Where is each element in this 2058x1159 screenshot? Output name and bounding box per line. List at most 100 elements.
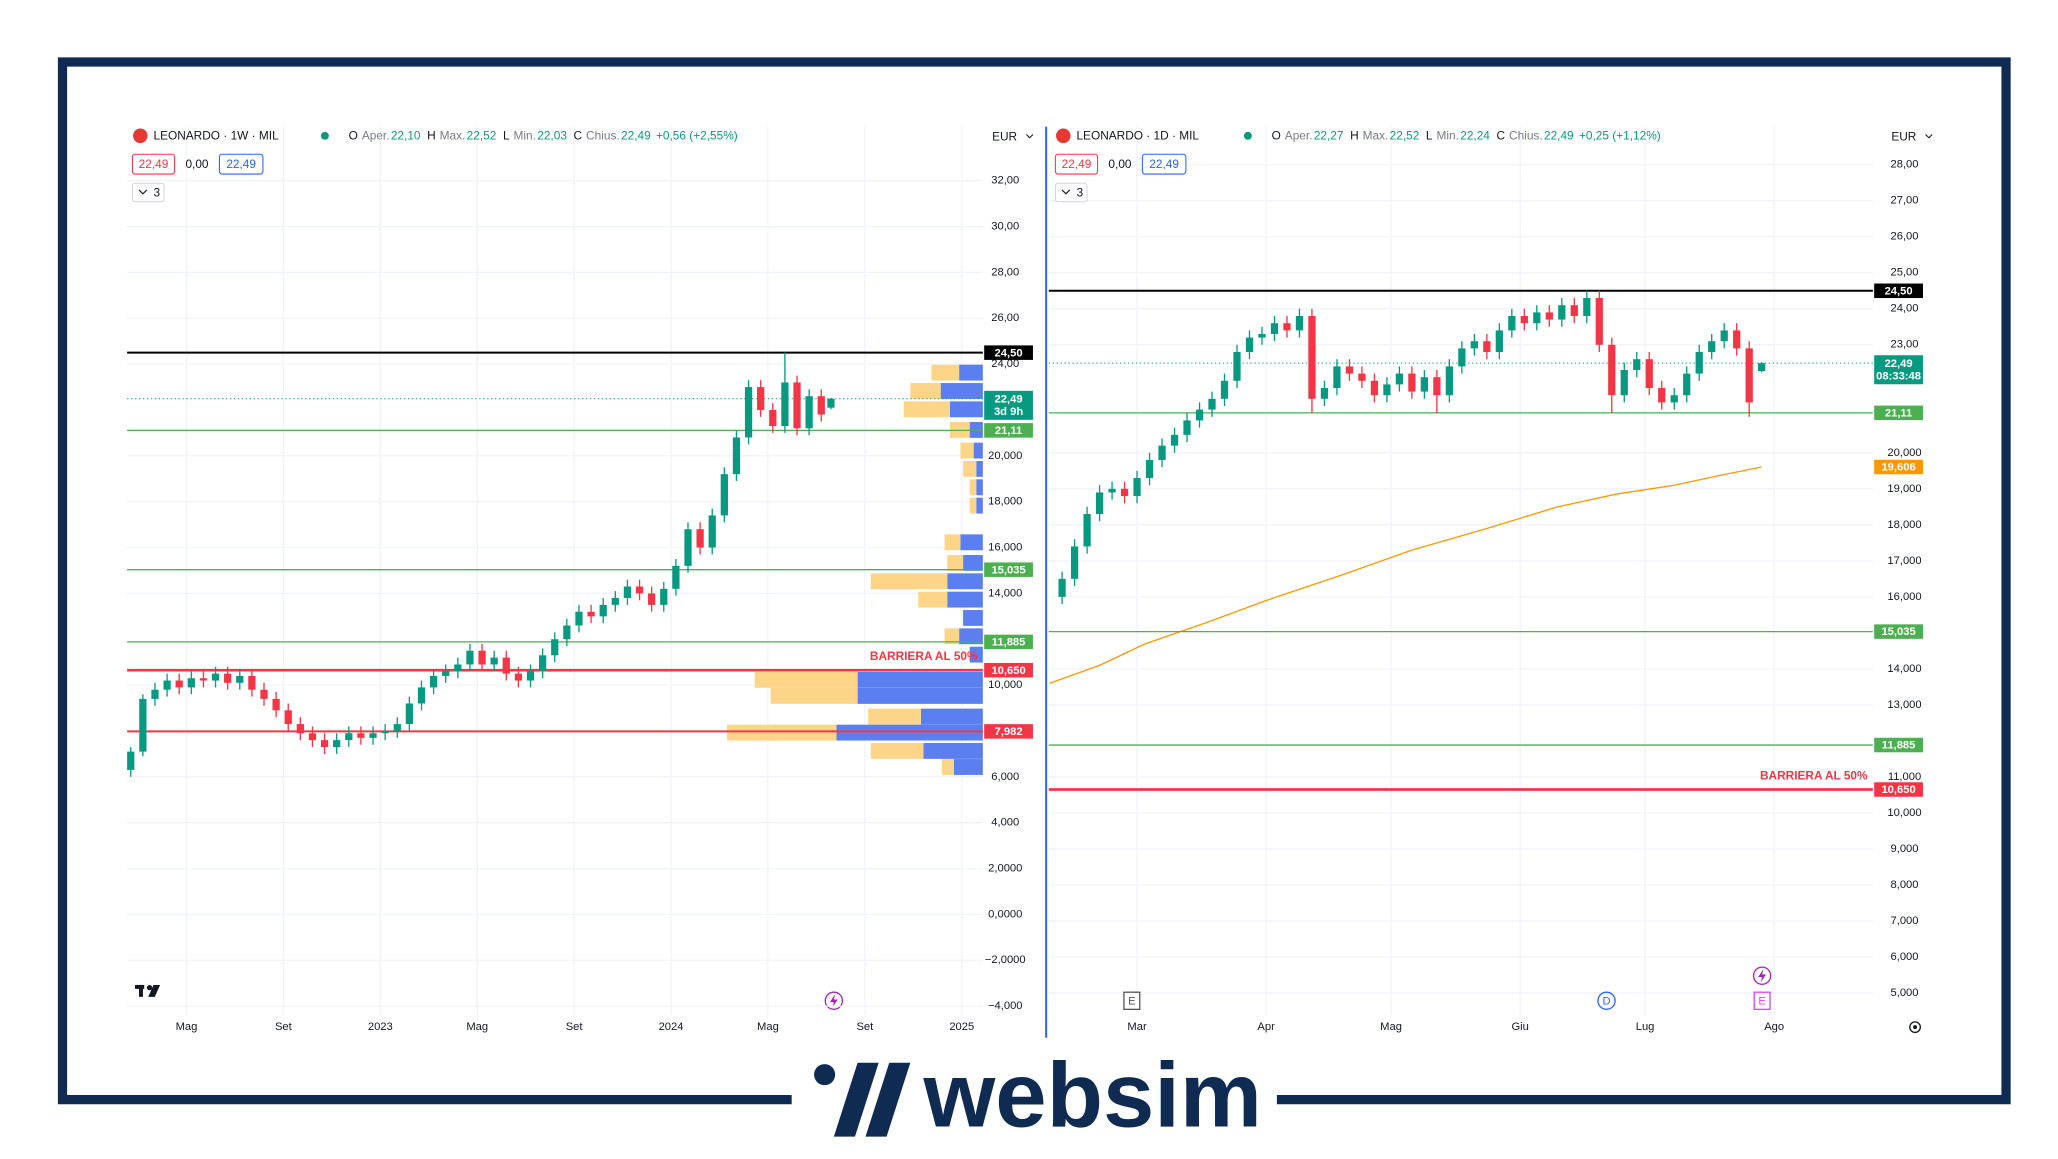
candle-body — [648, 593, 656, 605]
candle-body — [732, 437, 741, 475]
candle-body — [1133, 478, 1141, 497]
candle-body — [1495, 330, 1503, 352]
y-tick-label: 24,00 — [991, 358, 1019, 370]
volume-up — [947, 573, 983, 590]
candle-body — [211, 673, 220, 681]
volume-up — [963, 554, 983, 571]
volume-down — [960, 442, 974, 459]
settings-icon[interactable] — [1909, 1021, 1921, 1034]
level-tag-label: 10,650 — [991, 665, 1025, 677]
ohlc-name: Aper. — [1285, 129, 1313, 143]
y-tick-label: 25,00 — [1891, 267, 1919, 279]
candle-body — [1220, 380, 1229, 399]
y-tick-label: 11,000 — [1888, 771, 1921, 783]
candle-body — [1333, 366, 1341, 389]
candle-body — [805, 396, 813, 429]
indicators-count: 3 — [153, 185, 160, 199]
symbol: LEONARDO · 1W · MIL — [153, 129, 279, 143]
volume-up — [953, 759, 983, 775]
y-tick-label: 18,000 — [1887, 519, 1921, 531]
x-tick-label: Giu — [1511, 1021, 1528, 1033]
ohlc-key: L — [1426, 129, 1433, 143]
volume-up — [976, 497, 983, 514]
y-tick-label: 8,000 — [1891, 879, 1919, 891]
volume-up — [920, 708, 983, 725]
candle-body — [1245, 337, 1254, 352]
ohlc-value: 22,52 — [467, 129, 497, 143]
ohlc-key: O — [1272, 129, 1281, 143]
volume-down — [770, 687, 858, 704]
volume-up — [963, 610, 983, 626]
volume-down — [947, 554, 964, 571]
ohlc-value: 22,24 — [1460, 129, 1490, 143]
candle-body — [1445, 366, 1453, 396]
candle-body — [284, 710, 292, 725]
candle-body — [1695, 351, 1703, 374]
candle-body — [1433, 377, 1441, 396]
candle-body — [623, 586, 632, 598]
candle-body — [1270, 323, 1279, 334]
ask: 22,49 — [1149, 157, 1179, 171]
candle-body — [1583, 297, 1591, 316]
volume-up — [976, 479, 983, 496]
chevron — [1061, 189, 1071, 195]
volume-up — [947, 591, 983, 608]
y-tick-label: 4,000 — [991, 817, 1019, 829]
currency-chevron — [1925, 134, 1933, 139]
x-tick-label: Set — [566, 1021, 584, 1033]
candle-body — [1345, 366, 1354, 374]
indicators-toggle[interactable] — [131, 182, 165, 203]
candle-body — [1608, 344, 1616, 396]
ohlc-change: +0,25 (+1,12%) — [1579, 129, 1661, 143]
volume-down — [903, 401, 950, 418]
candle-body — [1058, 578, 1066, 597]
x-tick-label: Set — [275, 1021, 293, 1033]
candle-body — [1083, 514, 1091, 547]
volume-down — [931, 364, 960, 381]
y-tick-label: 20,000 — [1887, 447, 1921, 459]
ohlc-name: Aper. — [362, 129, 390, 143]
y-tick-label: 14,000 — [988, 587, 1022, 599]
x-tick-label: Apr — [1257, 1021, 1275, 1033]
volume-up — [940, 383, 983, 399]
y-tick-label: 30,00 — [991, 221, 1019, 233]
candle-body — [1145, 460, 1154, 479]
y-tick-label: 2,0000 — [988, 862, 1022, 874]
volume-up — [976, 460, 983, 477]
volume-down — [941, 759, 954, 775]
candle-body — [526, 671, 535, 681]
countdown-label: 08:33:48 — [1876, 370, 1921, 382]
last-price-label: 22,49 — [995, 393, 1023, 405]
candle-body — [1683, 373, 1691, 396]
candle-body — [333, 740, 341, 748]
candle-body — [417, 687, 426, 704]
candle-body — [357, 733, 365, 738]
candle-body — [720, 474, 728, 516]
candle-body — [1283, 323, 1291, 331]
candle-body — [793, 382, 801, 429]
currency: EUR — [1891, 129, 1916, 143]
volume-down — [969, 497, 977, 514]
ohlc-value: 22,49 — [1544, 129, 1574, 143]
candle-body — [345, 733, 353, 741]
level-annotation: BARRIERA AL 50% — [1760, 768, 1868, 782]
ohlc-key: L — [503, 129, 510, 143]
level-tag-label: 11,885 — [1882, 740, 1916, 752]
ask-box — [1141, 153, 1187, 175]
candle-body — [1120, 488, 1129, 497]
chevron — [138, 189, 148, 195]
level-tag — [984, 634, 1033, 650]
candle-body — [1395, 373, 1404, 385]
indicators-toggle[interactable] — [1054, 182, 1088, 203]
level-tag-label: 10,650 — [1881, 784, 1915, 796]
volume-down — [870, 573, 948, 590]
volume-up — [949, 401, 983, 418]
candle-body — [1308, 315, 1316, 399]
currency-chevron — [1025, 134, 1034, 139]
volume-down — [910, 383, 941, 399]
volume-up — [836, 724, 983, 741]
candle-body — [827, 398, 835, 408]
x-tick-label: 2025 — [949, 1021, 974, 1033]
volume-down — [727, 724, 837, 741]
